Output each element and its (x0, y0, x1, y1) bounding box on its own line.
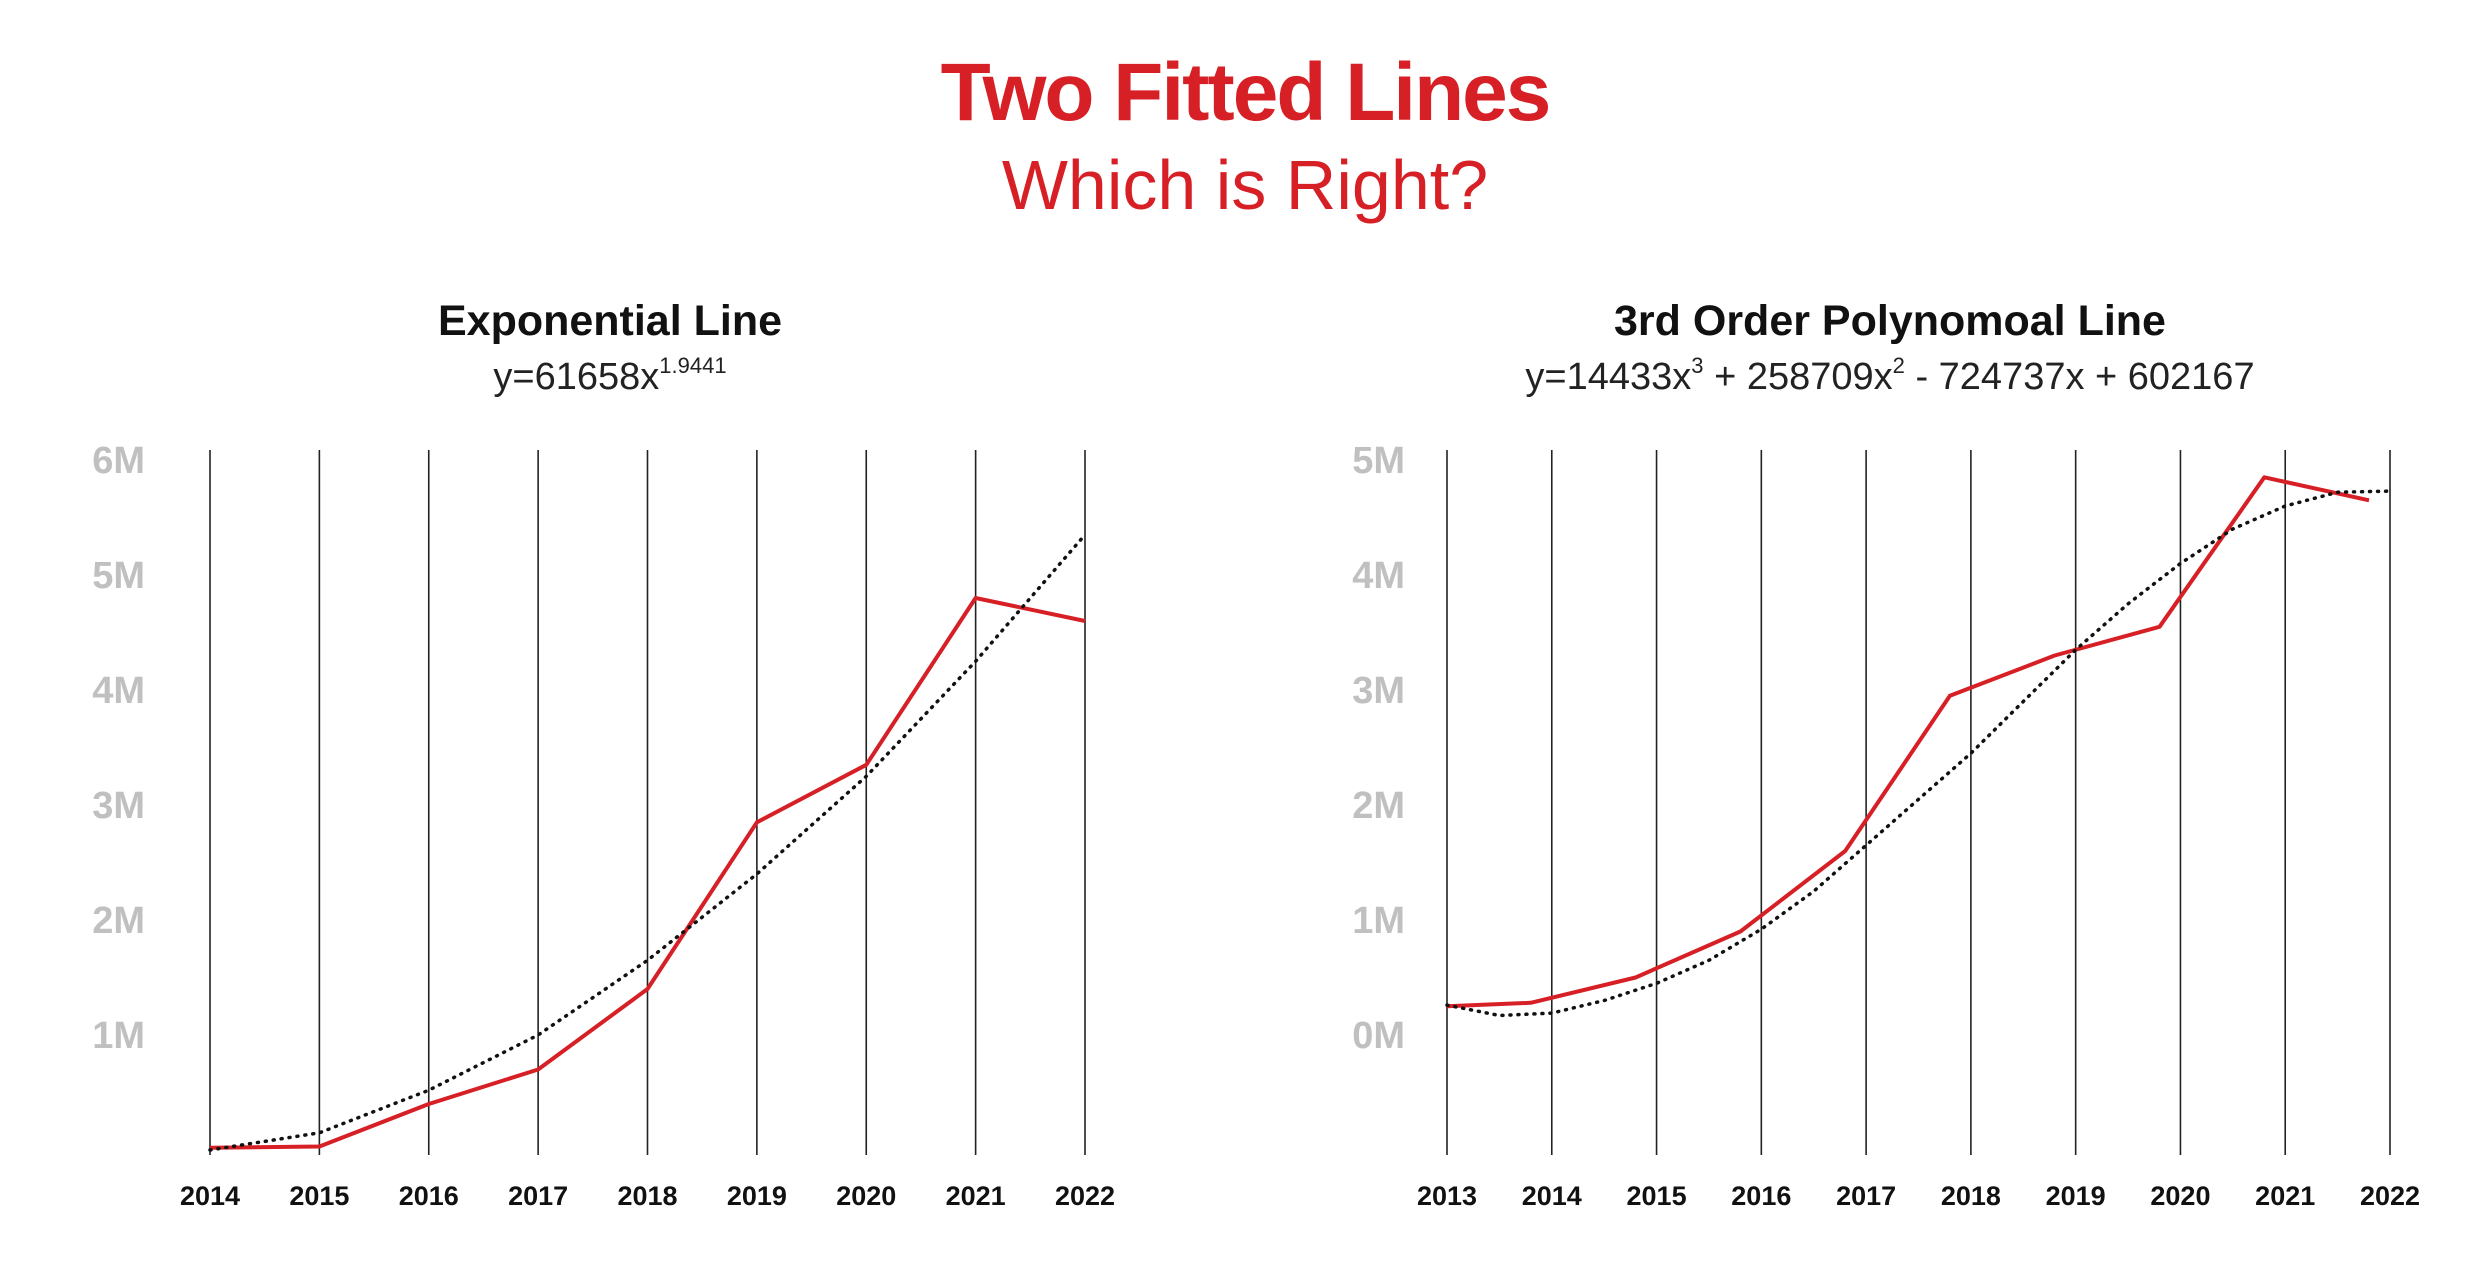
x-tick-label: 2014 (180, 1181, 240, 1211)
y-tick-label: 1M (92, 1015, 145, 1057)
x-tick-label: 2020 (2150, 1181, 2210, 1211)
x-tick-label: 2021 (2255, 1181, 2315, 1211)
right-chart-title: 3rd Order Polynomoal Line (1614, 297, 2166, 345)
x-tick-label: 2015 (1627, 1181, 1687, 1211)
right-equation-term-1: y=14433x (1525, 356, 1692, 398)
left-equation-exponent: 1.9441 (659, 353, 727, 378)
x-tick-label: 2020 (836, 1181, 896, 1211)
y-tick-label: 0M (1352, 1015, 1405, 1057)
left-equation-base: y=61658x (493, 356, 660, 398)
y-tick-label: 4M (1352, 555, 1405, 597)
x-tick-label: 2015 (289, 1181, 349, 1211)
x-tick-label: 2014 (1522, 1181, 1582, 1211)
y-tick-label: 3M (1352, 670, 1405, 712)
actual-data-line (1446, 475, 2370, 1009)
x-tick-label: 2019 (2046, 1181, 2106, 1211)
left-chart-equation: y=61658x1.9441 (230, 353, 990, 398)
y-tick-label: 6M (92, 440, 145, 482)
x-tick-label: 2022 (2360, 1181, 2420, 1211)
x-tick-label: 2019 (727, 1181, 787, 1211)
right-equation-term-3: - 724737x + 602167 (1904, 356, 2255, 398)
page-subtitle: Which is Right? (1001, 146, 1489, 224)
y-tick-label: 2M (92, 900, 145, 942)
y-tick-label: 3M (92, 785, 145, 827)
x-tick-label: 2016 (399, 1181, 459, 1211)
x-tick-label: 2016 (1731, 1181, 1791, 1211)
y-tick-label: 4M (92, 670, 145, 712)
y-tick-label: 5M (1352, 440, 1405, 482)
left-chart-title: Exponential Line (437, 297, 783, 345)
y-tick-label: 2M (1352, 785, 1405, 827)
x-tick-label: 2018 (1941, 1181, 2001, 1211)
x-tick-label: 2018 (617, 1181, 677, 1211)
x-tick-label: 2022 (1055, 1181, 1115, 1211)
x-tick-label: 2013 (1417, 1181, 1477, 1211)
y-tick-label: 5M (92, 555, 145, 597)
x-tick-label: 2021 (946, 1181, 1006, 1211)
x-tick-label: 2017 (1836, 1181, 1896, 1211)
right-equation-exp-3: 3 (1691, 353, 1704, 378)
page-title: Two Fitted Lines (940, 47, 1552, 138)
right-equation-exp-2: 2 (1892, 353, 1905, 378)
x-tick-label: 2017 (508, 1181, 568, 1211)
y-tick-label: 1M (1352, 900, 1405, 942)
fitted-trend-line (1445, 489, 2392, 1018)
right-chart-equation: y=14433x3 + 258709x2 - 724737x + 602167 (1390, 353, 2390, 398)
right-equation-term-2: + 258709x (1703, 356, 1893, 398)
actual-data-line (209, 596, 1086, 1150)
